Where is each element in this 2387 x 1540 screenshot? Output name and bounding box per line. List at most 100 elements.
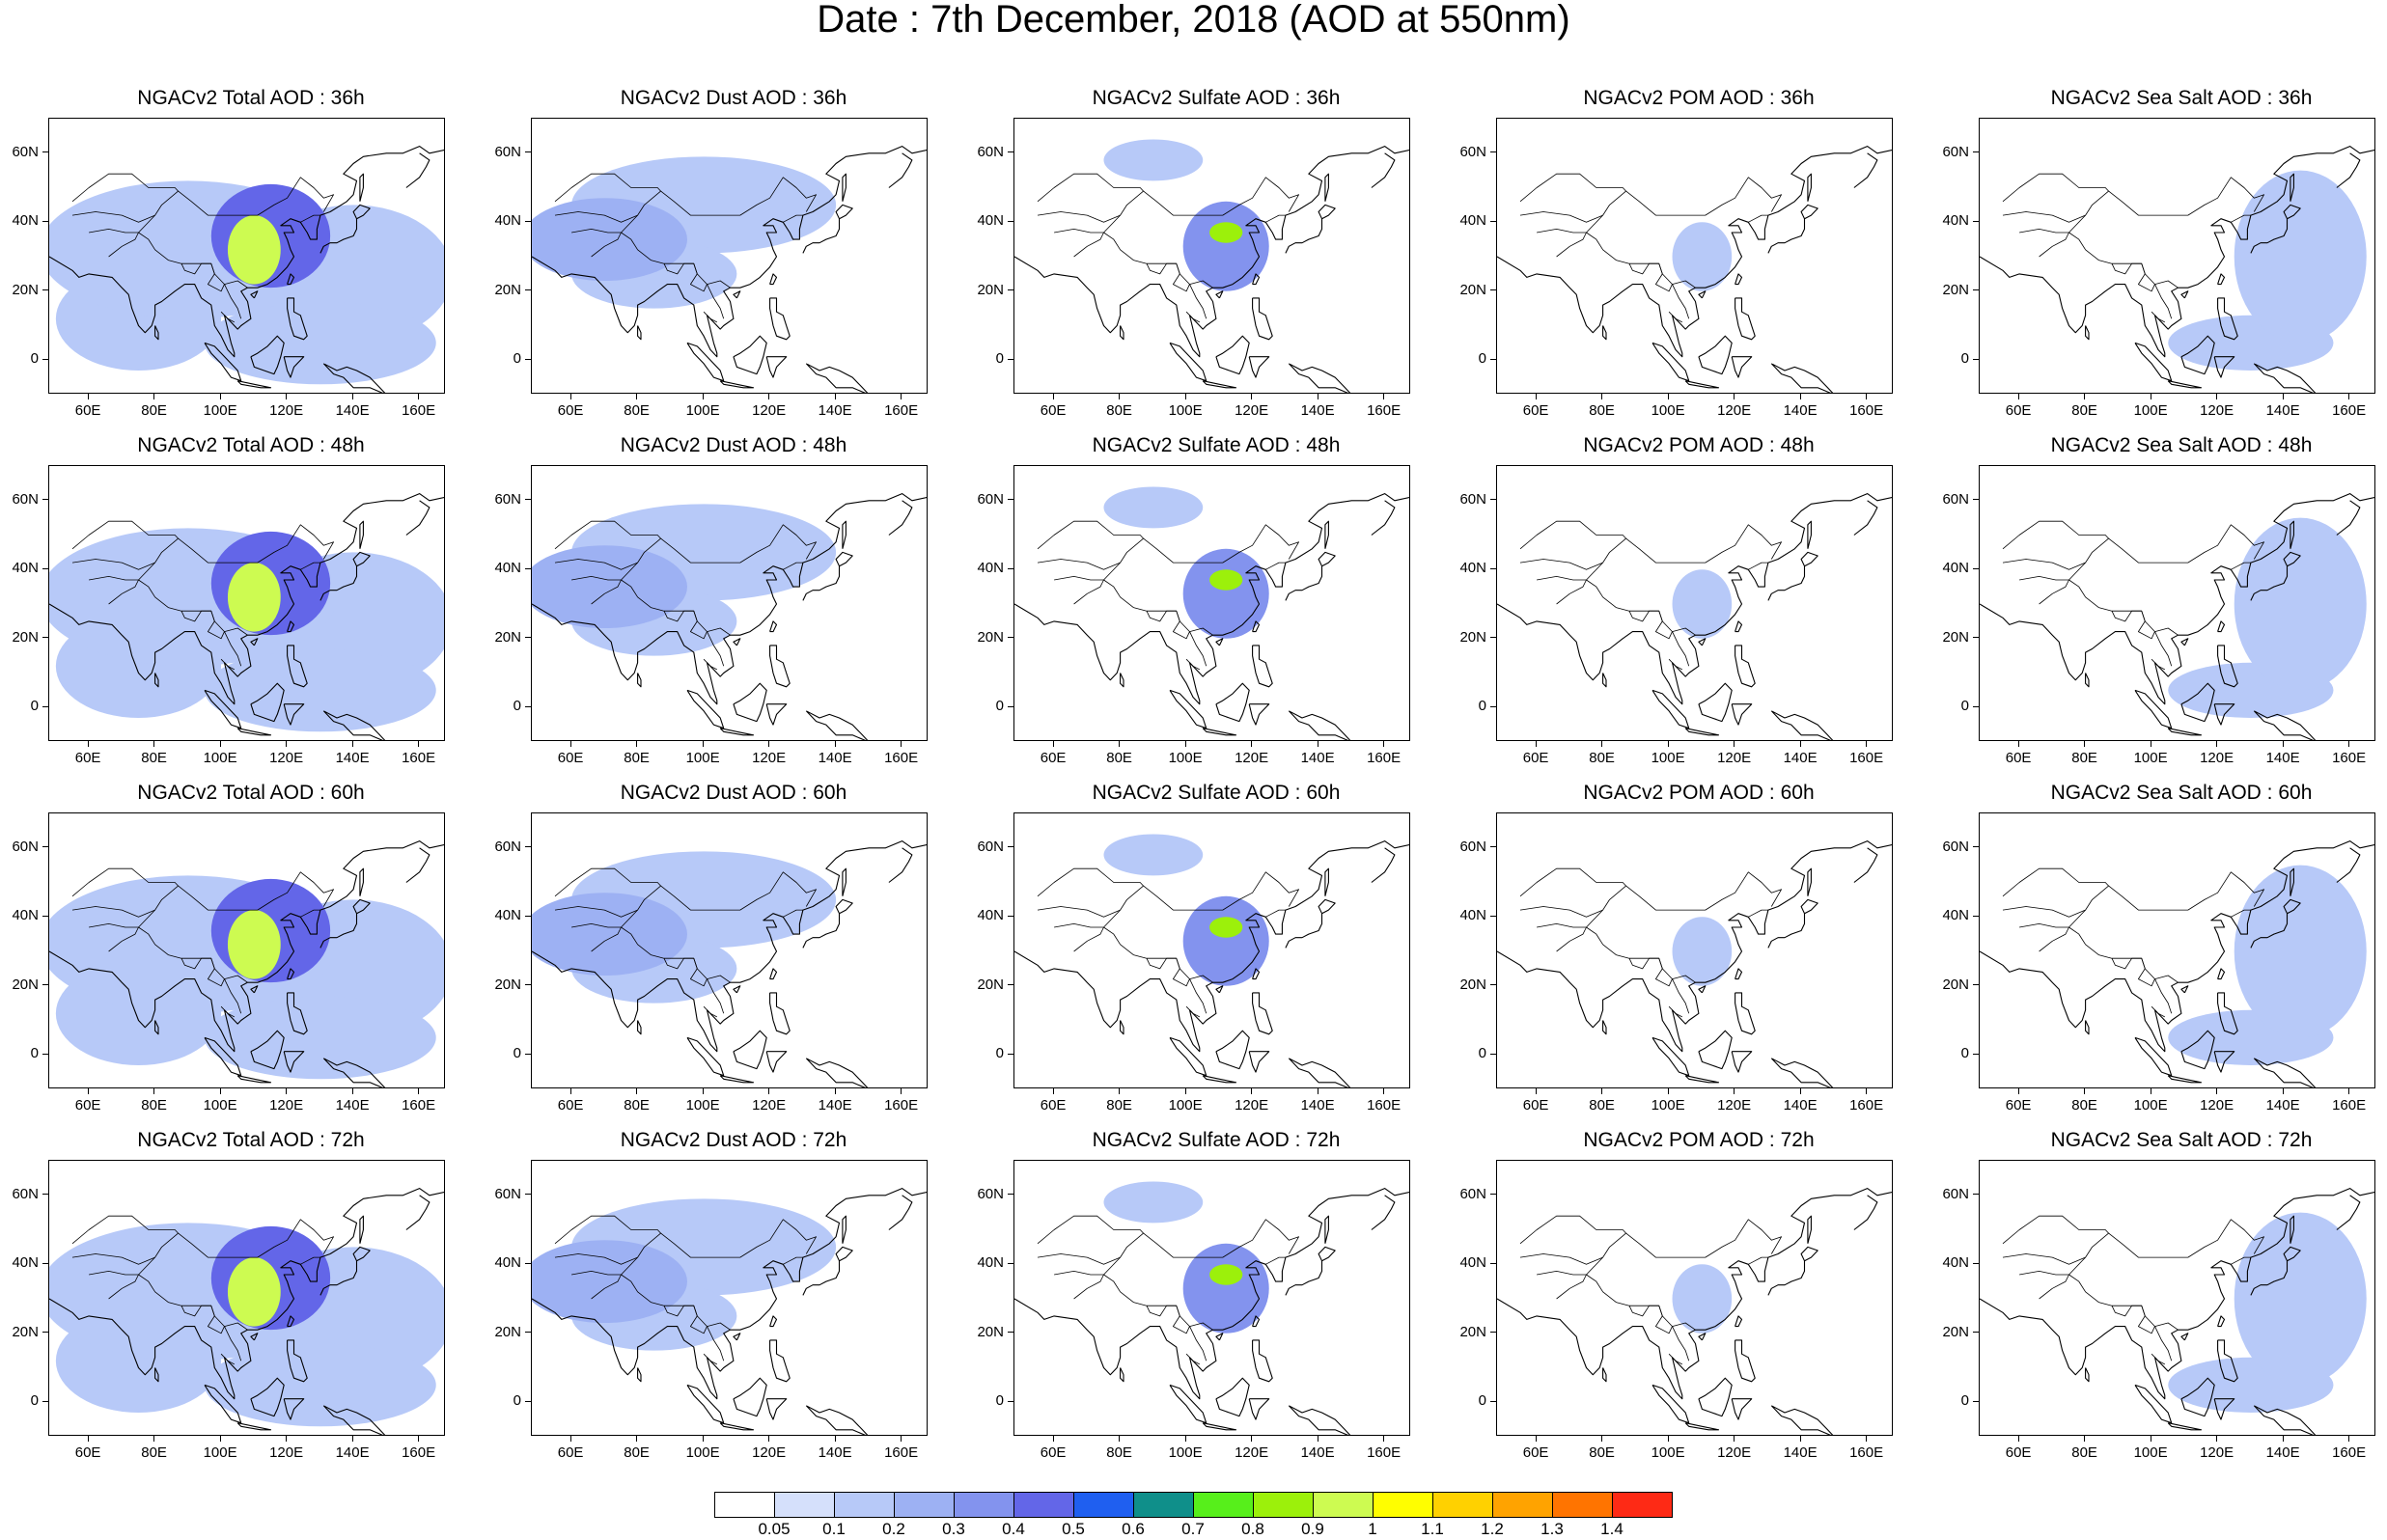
country-border-2 (554, 559, 638, 570)
coastline-12 (888, 500, 913, 536)
lon-tick (702, 394, 704, 399)
map-plot-area (531, 1160, 928, 1436)
coastline-12 (405, 847, 430, 883)
lat-tick-label: 0 (1960, 1392, 1969, 1410)
lon-tick (351, 741, 353, 747)
country-border-9 (2151, 1353, 2165, 1365)
country-border-8 (1073, 926, 1104, 952)
coastline-6 (250, 1377, 285, 1417)
lat-tick (1008, 567, 1013, 569)
country-border-4 (180, 610, 211, 622)
lon-tick-label: 140E (1300, 1097, 1335, 1114)
country-border-5 (2137, 263, 2155, 292)
lon-tick-label: 80E (624, 402, 650, 419)
lon-tick (2017, 1436, 2019, 1442)
lon-tick-label: 140E (818, 1444, 852, 1461)
lon-tick (1866, 1436, 1868, 1442)
coastline-1 (1767, 204, 1818, 254)
map-canvas (532, 493, 927, 740)
panel-title: NGACv2 Sulfate AOD : 60h (1092, 782, 1341, 804)
lon-tick-label: 100E (2133, 1444, 2168, 1461)
lon-tick-label: 160E (2332, 402, 2367, 419)
lat-tick-label: 20N (494, 281, 521, 298)
aod-field-0 (1672, 917, 1733, 986)
coastline-10 (1602, 325, 1607, 341)
coastline-11 (842, 1215, 847, 1244)
lat-tick (1973, 358, 1979, 360)
lon-tick-label: 60E (1040, 402, 1067, 419)
lat-tick-label: 60N (977, 143, 1004, 160)
coastline-6 (1698, 1377, 1733, 1417)
map-panel: NGACv2 Total AOD : 72h 60N 40N 20N 0 60E 80E 10… (0, 1129, 483, 1476)
lon-tick (1535, 741, 1537, 747)
coastline-2 (769, 620, 778, 633)
panel-title: NGACv2 Dust AOD : 48h (620, 434, 847, 456)
panel-title: NGACv2 Total AOD : 72h (137, 1129, 365, 1151)
map-panel: NGACv2 Dust AOD : 60h 60N 40N 20N 0 60E 80E 100… (483, 782, 965, 1129)
coastline-6 (733, 682, 767, 723)
country-border-6 (1672, 978, 1690, 1014)
aod-field-2 (204, 1343, 436, 1427)
map-plot-area (48, 118, 445, 394)
coastline-6 (733, 335, 767, 375)
country-border-3 (554, 867, 661, 897)
lat-tick-label: 0 (995, 350, 1004, 368)
lat-tick (1008, 499, 1013, 501)
country-border-6 (707, 1326, 725, 1361)
lat-tick (42, 499, 48, 501)
coastline-6 (1698, 1030, 1733, 1070)
coastline-11 (1807, 1215, 1812, 1244)
coastline-5 (1684, 380, 1720, 389)
country-border-5 (207, 958, 225, 987)
country-border-2 (1519, 1253, 1603, 1265)
lon-tick (2084, 394, 2086, 399)
country-border-9 (1185, 658, 1200, 671)
lon-tick-label: 60E (1522, 750, 1549, 766)
lon-tick (1184, 1088, 1186, 1094)
lon-tick (1866, 394, 1868, 399)
coastline-4 (686, 1036, 725, 1077)
map-panel: NGACv2 Dust AOD : 72h 60N 40N 20N 0 60E 80E 100… (483, 1129, 965, 1476)
coastline-3 (1698, 1333, 1707, 1341)
coastline-12 (888, 847, 913, 883)
lat-tick (1973, 499, 1979, 501)
lon-tick (569, 1088, 571, 1094)
coastline-7 (765, 1051, 788, 1073)
coastline-1 (802, 898, 853, 949)
panel-title: NGACv2 Sea Salt AOD : 60h (2050, 782, 2313, 804)
country-border-0 (2019, 1271, 2179, 1331)
lon-tick-label: 120E (752, 1444, 787, 1461)
lon-tick (1601, 394, 1603, 399)
map-panel: NGACv2 POM AOD : 48h 60N 40N 20N 0 60E 80E 100E… (1448, 434, 1930, 782)
coastline-12 (1853, 847, 1878, 883)
panel-title: NGACv2 Dust AOD : 36h (620, 87, 847, 109)
coastline-6 (2180, 335, 2215, 375)
coastline-0 (1014, 493, 1409, 705)
lon-tick (418, 741, 420, 747)
coastline-8 (1252, 1339, 1273, 1383)
country-border-6 (2154, 284, 2173, 319)
lat-tick-label: 60N (12, 1185, 39, 1202)
coastline-8 (287, 992, 308, 1035)
country-border-9 (1668, 311, 1682, 323)
country-border-1 (2068, 524, 2265, 581)
country-border-4 (1628, 610, 1659, 622)
lat-tick-label: 20N (1942, 1323, 1969, 1340)
lat-tick (1973, 846, 1979, 848)
coastline-10 (154, 1367, 159, 1383)
coastline-11 (1807, 867, 1812, 896)
coastline-2 (287, 1315, 295, 1328)
coastline-9 (1288, 710, 1351, 740)
panel-title: NGACv2 Sea Salt AOD : 72h (2050, 1129, 2313, 1151)
country-border-9 (1668, 1005, 1682, 1018)
coastline-11 (842, 520, 847, 549)
country-border-1 (621, 177, 818, 234)
lon-tick-label: 80E (624, 1097, 650, 1114)
lon-tick-label: 120E (752, 750, 787, 766)
panel-title: NGACv2 Sea Salt AOD : 48h (2050, 434, 2313, 456)
lat-tick (525, 1194, 531, 1196)
lon-tick (1119, 1088, 1121, 1094)
colorbar-swatch (1133, 1492, 1194, 1518)
lon-tick-label: 140E (1783, 1444, 1818, 1461)
lat-tick-label: 40N (977, 212, 1004, 230)
